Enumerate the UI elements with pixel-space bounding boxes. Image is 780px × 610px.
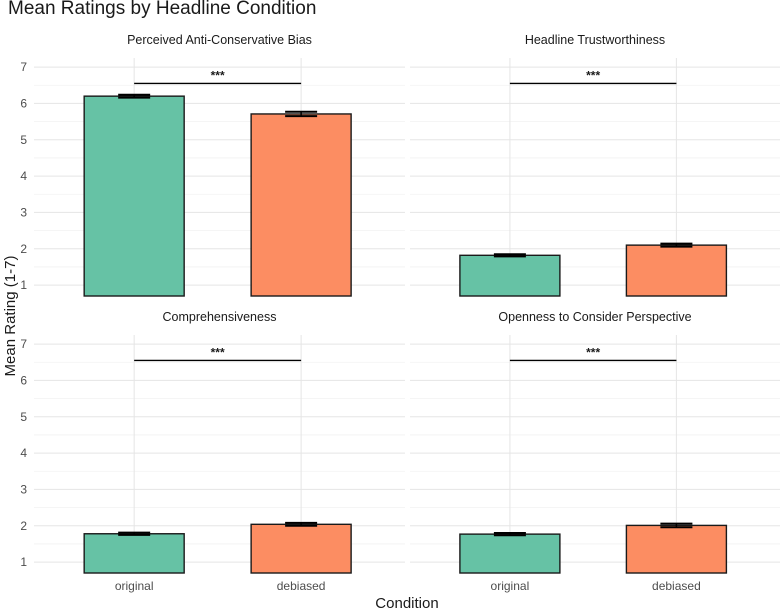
bar-original [83, 533, 185, 574]
panel-title: Comprehensiveness [163, 310, 277, 324]
y-tick-label: 3 [20, 482, 27, 496]
bar-debiased [625, 244, 728, 297]
y-tick-label: 6 [20, 373, 27, 387]
y-tick-label: 2 [20, 519, 27, 533]
significance-label: *** [586, 68, 600, 82]
y-tick-label: 4 [20, 446, 27, 460]
bar-original [83, 95, 185, 297]
y-tick-label: 5 [20, 133, 27, 147]
bar-original [459, 254, 561, 297]
x-tick-label: debiased [652, 579, 701, 593]
significance-label: *** [211, 68, 225, 82]
bar-debiased [625, 524, 728, 574]
panel-title: Openness to Consider Perspective [498, 310, 691, 324]
x-tick-label: original [491, 579, 530, 593]
significance-label: *** [586, 345, 600, 359]
bar-original [459, 533, 561, 574]
y-tick-label: 3 [20, 205, 27, 219]
y-tick-label: 7 [20, 60, 27, 74]
y-tick-label: 6 [20, 96, 27, 110]
y-axis-title: Mean Rating (1-7) [2, 256, 19, 377]
y-tick-label: 1 [20, 555, 27, 569]
y-tick-label: 1 [20, 278, 27, 292]
bar-debiased [250, 113, 352, 297]
y-tick-label: 4 [20, 169, 27, 183]
x-axis-title: Condition [375, 595, 438, 610]
x-tick-label: debiased [277, 579, 326, 593]
chart-title: Mean Ratings by Headline Condition [8, 0, 317, 19]
x-tick-label: original [115, 579, 154, 593]
significance-label: *** [211, 345, 225, 359]
y-tick-label: 5 [20, 410, 27, 424]
panel-title: Headline Trustworthiness [525, 33, 665, 47]
bar-debiased [250, 523, 352, 574]
y-tick-label: 2 [20, 242, 27, 256]
y-tick-label: 7 [20, 337, 27, 351]
panel-title: Perceived Anti-Conservative Bias [127, 33, 312, 47]
